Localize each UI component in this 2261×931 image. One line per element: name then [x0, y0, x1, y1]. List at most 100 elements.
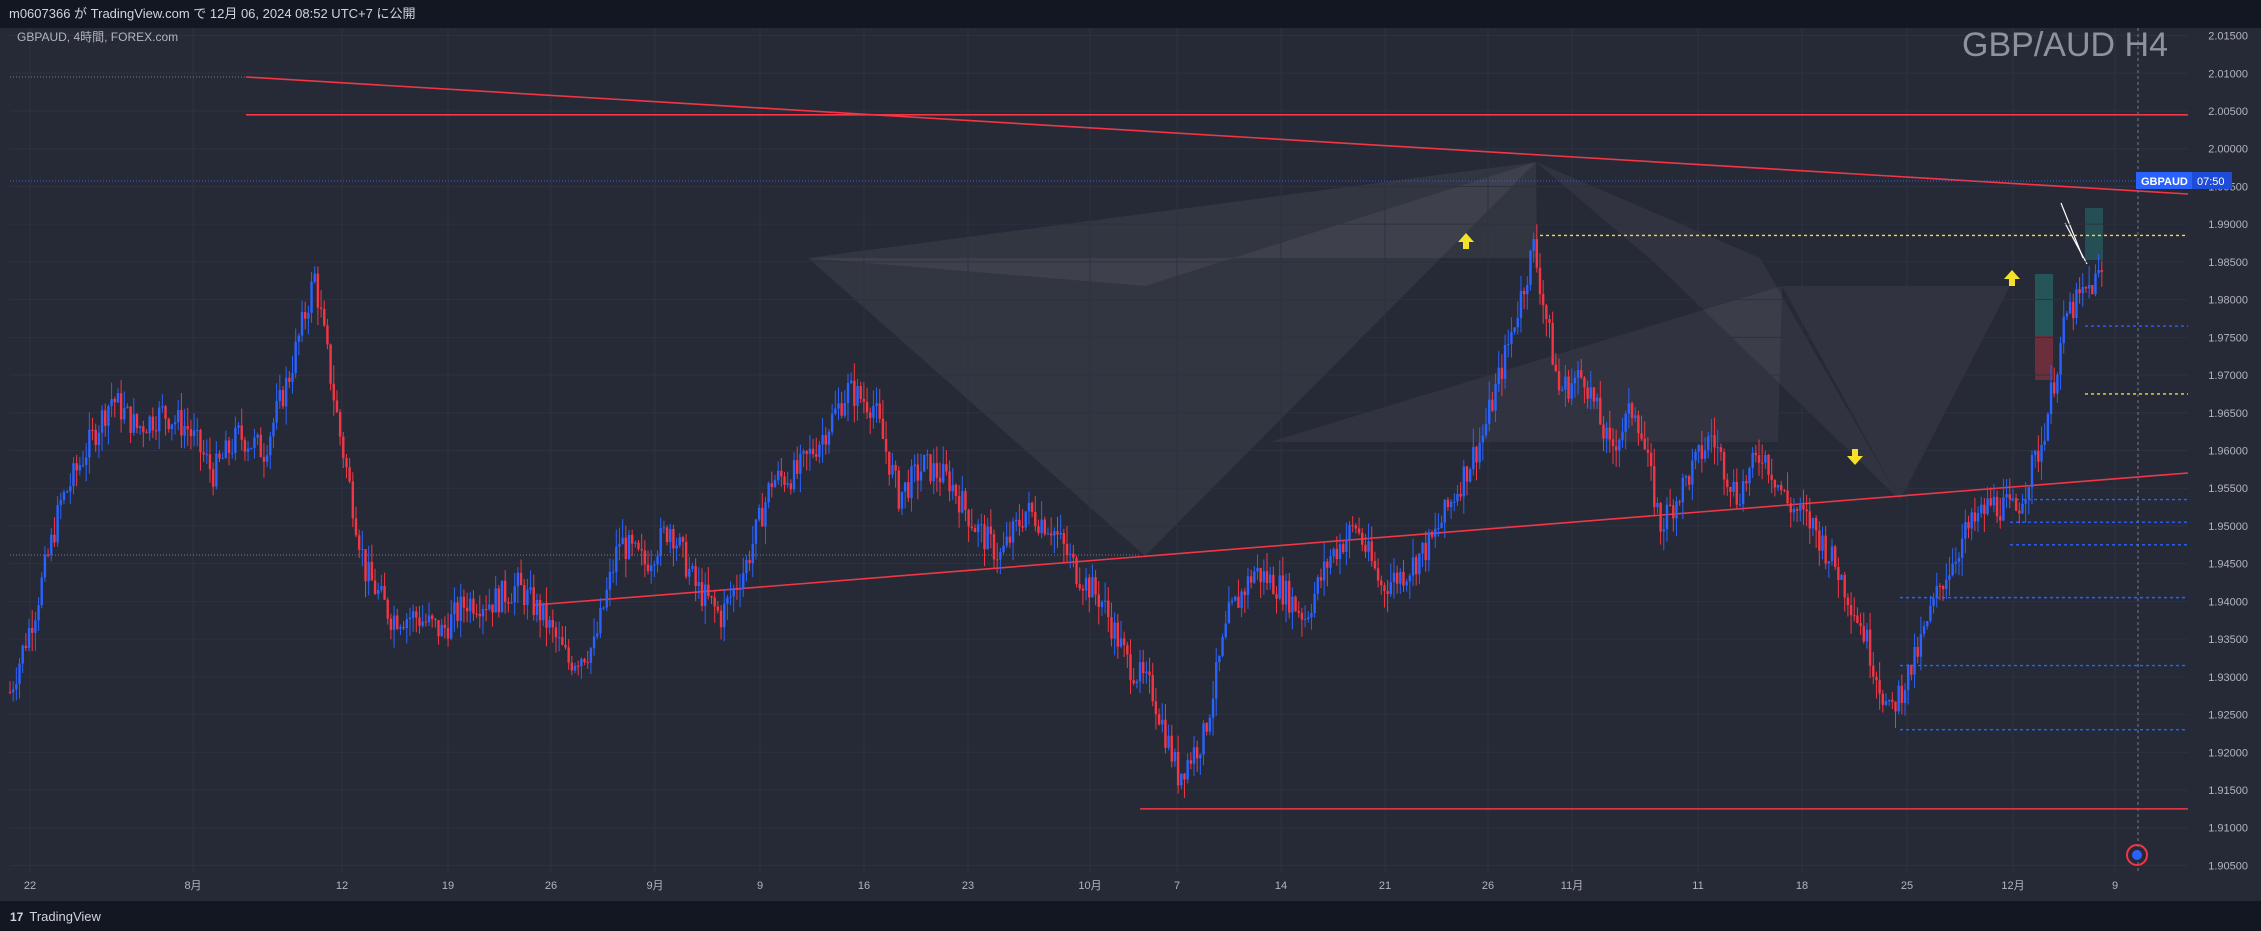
time-axis[interactable]: 22 8月 12 19 26 9月 9 16 23 10月 7 14 21 26 11月 11 18 25 12月 9 [24, 880, 2118, 892]
candle-body [262, 456, 266, 462]
small-v-right [1782, 286, 2010, 500]
candle-body [361, 549, 364, 551]
candle-body [1138, 662, 1142, 682]
candle-body [1672, 505, 1675, 519]
candle-body [1132, 680, 1135, 684]
candle-body [1602, 424, 1605, 439]
chart-panel[interactable]: 2.015002.010002.005002.000001.995001.990… [0, 28, 2261, 901]
candle-body [316, 273, 320, 308]
candle-body [1481, 435, 1485, 443]
candle-body [1275, 594, 1278, 599]
candle-body [723, 603, 726, 628]
candle-body [916, 464, 920, 481]
candle-body [824, 435, 827, 445]
candle-body [237, 425, 240, 428]
y-tick-label: 1.91000 [2208, 823, 2248, 835]
candle-body [1805, 509, 1808, 512]
x-tick-label: 11月 [1561, 880, 1583, 892]
candle-body [15, 683, 18, 690]
candle-body [1341, 544, 1345, 552]
candle-body [94, 429, 97, 446]
candle-body [1649, 452, 1653, 467]
candle-body [1313, 593, 1316, 614]
candle-body [1205, 723, 1208, 732]
candle-body [1662, 529, 1665, 532]
pattern-shapes [808, 162, 2103, 556]
x-tick-label: 26 [545, 880, 557, 892]
candle-body [256, 434, 259, 438]
candle-body [2018, 510, 2021, 514]
candle-body [53, 534, 56, 543]
candle-body [408, 617, 412, 620]
candle-body [1929, 605, 1932, 621]
candle-body [1015, 519, 1018, 522]
candle-body [951, 484, 954, 492]
candle-body [621, 537, 624, 545]
candle-body [1262, 571, 1266, 583]
candle-body [608, 571, 612, 590]
candle-body [437, 620, 440, 637]
candle-body [1094, 577, 1097, 595]
candle-body [1856, 615, 1859, 624]
candle-body [684, 541, 688, 577]
x-tick-label: 10月 [1078, 880, 1101, 892]
candle-body [929, 454, 932, 482]
candle-body [1395, 572, 1399, 584]
candle-body [583, 659, 586, 663]
candle-body [367, 561, 370, 582]
candle-body [1449, 501, 1453, 507]
candle-body [1119, 638, 1123, 647]
candle-body [1373, 561, 1377, 569]
candle-body [1884, 701, 1888, 705]
candle-body [1487, 399, 1491, 424]
candle-body [1259, 568, 1262, 583]
tradingview-logo[interactable]: 17 TradingView [10, 909, 101, 924]
candle-body [342, 436, 345, 459]
candle-body [703, 584, 707, 606]
candle-body [1732, 481, 1735, 492]
x-tick-label: 14 [1275, 880, 1287, 892]
candle-body [1135, 681, 1139, 684]
candle-body [627, 534, 631, 559]
candle-body [964, 491, 967, 511]
candle-body [1491, 399, 1494, 411]
candle-body [110, 399, 113, 407]
replay-icon[interactable] [2126, 844, 2148, 866]
candle-body [1684, 476, 1688, 478]
candle-body [1932, 598, 1935, 606]
candle-body [589, 648, 593, 663]
candle-body [1043, 519, 1047, 535]
price-tag: GBPAUD 07:50 [2136, 172, 2232, 189]
candle-body [808, 448, 812, 454]
candle-body [792, 460, 796, 490]
candle-body [332, 383, 335, 401]
candle-body [154, 430, 158, 432]
candle-body [224, 440, 228, 459]
candle-body [1776, 484, 1780, 488]
candle-body [529, 587, 532, 590]
price-chart[interactable]: 2.015002.010002.005002.000001.995001.990… [0, 28, 2261, 901]
candle-body [1741, 481, 1745, 505]
down-arrow-1 [1847, 449, 1863, 465]
candle-body [1859, 623, 1862, 626]
up-arrow-1 [1458, 233, 1474, 249]
candle-body [1903, 690, 1907, 704]
candle-body [1310, 613, 1313, 618]
candle-body [599, 607, 602, 634]
candle-body [1665, 504, 1669, 530]
candle-body [2078, 289, 2081, 294]
candle-body [884, 438, 888, 452]
x-tick-label: 9 [757, 880, 763, 892]
candle-body [24, 645, 28, 649]
candle-body [462, 596, 466, 608]
candle-body [1348, 524, 1351, 540]
price-axis[interactable]: 2.015002.010002.005002.000001.995001.990… [2208, 31, 2248, 873]
candle-body [2065, 313, 2069, 317]
candle-body [1364, 544, 1367, 552]
candle-body [1548, 319, 1551, 323]
candle-body [100, 410, 104, 433]
candle-body [738, 588, 742, 590]
candle-body [1411, 557, 1415, 576]
candle-body [1456, 493, 1459, 502]
candle-body [1500, 367, 1504, 379]
